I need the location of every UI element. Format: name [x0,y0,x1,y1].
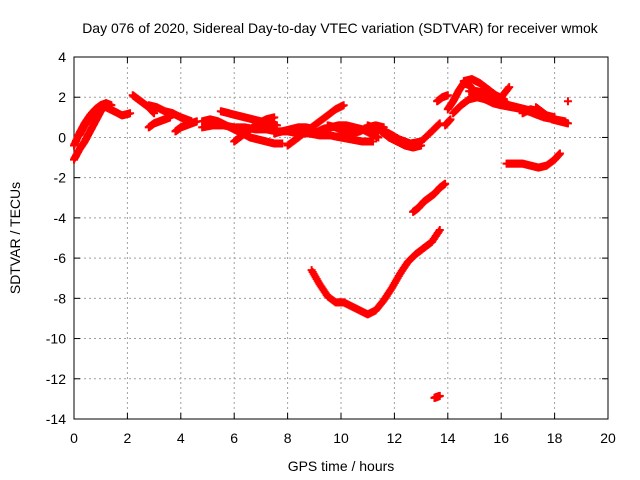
series-arc-19 [307,225,444,319]
y-tick-label: -10 [46,331,66,347]
x-tick-label: 14 [440,430,456,446]
series-arc-18 [377,127,426,152]
y-tick-label: 4 [58,49,66,65]
data-point [166,113,175,122]
data-point [374,133,383,142]
y-tick-label: -2 [54,170,67,186]
data-point [504,84,513,93]
y-tick-label: -4 [54,210,67,226]
chart-title: Day 076 of 2020, Sidereal Day-to-day VTE… [82,20,599,36]
data-point [443,91,452,100]
data-points [70,75,572,402]
y-tick-label: 2 [58,89,66,105]
series-arc-21 [430,391,444,402]
x-tick-label: 20 [600,430,616,446]
series-arc-12 [230,113,279,146]
y-tick-label: -8 [54,290,67,306]
data-point [417,141,426,150]
data-point [446,115,455,124]
x-axis-label: GPS time / hours [288,458,395,474]
x-tick-label: 10 [333,430,349,446]
x-tick-label: 2 [124,430,132,446]
series-arc-7 [144,113,175,132]
series-arc-3 [75,99,116,140]
x-tick-label: 0 [70,430,78,446]
x-tick-label: 8 [284,430,292,446]
data-point [126,109,135,118]
series-arc-8 [171,117,201,136]
data-point [435,119,444,128]
x-tick-label: 6 [230,430,238,446]
series-arc-4 [102,103,135,120]
data-point [270,113,279,122]
series-arc-25 [459,75,508,104]
data-point [563,97,572,106]
y-axis-label: SDTVAR / TECUs [7,182,23,294]
data-point [563,119,572,128]
y-tick-label: 0 [58,129,66,145]
x-tick-label: 16 [493,430,509,446]
data-point [441,179,450,188]
data-point [272,121,281,130]
data-point [435,391,444,400]
series-arc-20 [409,179,450,216]
series-arc-31 [441,115,455,130]
x-tick-label: 12 [387,430,403,446]
data-point [555,149,564,158]
x-tick-label: 18 [547,430,563,446]
y-tick-label: -6 [54,250,67,266]
y-tick-label: -12 [46,371,66,387]
series-arc-22 [433,91,452,106]
data-point [278,139,287,148]
series-arc-28 [531,103,572,128]
grid [74,57,608,419]
x-tick-label: 4 [177,430,185,446]
data-point [434,227,443,236]
data-point [434,120,443,129]
series-arc-29 [563,97,572,106]
series-arc-14 [283,101,348,150]
series-arc-30 [502,149,564,172]
data-point [505,83,514,92]
axis-ticks: 0 2 4 6 8 10 12 14 16 18 20 -14 -12 -10 -8 -6 -4 -2 0 2 4 [46,49,616,446]
y-tick-label: -14 [46,411,66,427]
data-point [339,101,348,110]
data-point [435,225,444,234]
